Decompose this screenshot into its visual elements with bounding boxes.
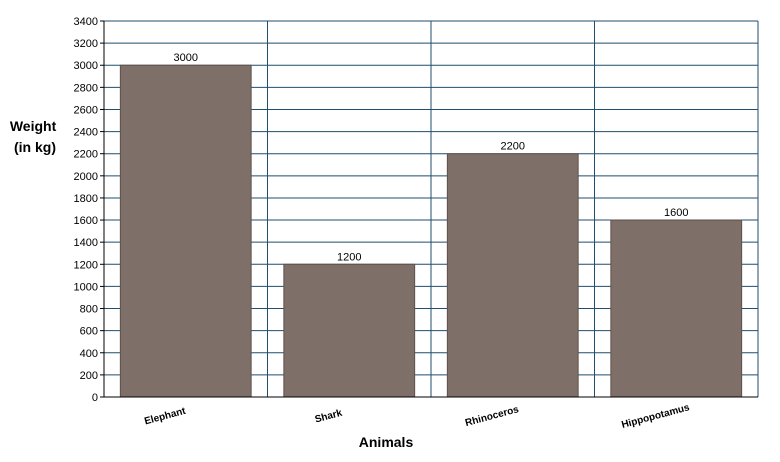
y-tick-label: 2000 bbox=[74, 171, 98, 183]
y-tick-label: 0 bbox=[92, 392, 98, 404]
bar-rhinoceros bbox=[446, 153, 579, 398]
bar-elephant bbox=[119, 64, 252, 398]
y-tick-label: 1000 bbox=[74, 281, 98, 293]
bars-layer bbox=[119, 64, 743, 398]
y-tick-label: 1400 bbox=[74, 237, 98, 249]
y-axis-title: Weight (in kg) bbox=[10, 118, 60, 155]
y-tick-label: 2400 bbox=[74, 127, 98, 139]
x-tick-label-shark: Shark bbox=[314, 408, 344, 426]
x-tick-label-elephant: Elephant bbox=[143, 406, 187, 428]
y-tick-label: 2800 bbox=[74, 82, 98, 94]
y-tick-label: 3200 bbox=[74, 38, 98, 50]
y-tick-label: 800 bbox=[80, 304, 98, 316]
y-tick-label: 200 bbox=[80, 370, 98, 382]
data-label-elephant: 3000 bbox=[174, 52, 198, 64]
y-axis-title-line-2: (in kg) bbox=[14, 139, 56, 155]
data-label-rhinoceros: 2200 bbox=[501, 141, 525, 153]
y-tick-label: 2600 bbox=[74, 104, 98, 116]
x-axis-title: Animals bbox=[359, 434, 414, 450]
y-tick-label: 2200 bbox=[74, 149, 98, 161]
y-tick-label: 1600 bbox=[74, 215, 98, 227]
data-label-hippopotamus: 1600 bbox=[664, 207, 688, 219]
bar-shark bbox=[283, 263, 416, 398]
y-tick-label: 1200 bbox=[74, 259, 98, 271]
y-tick-label: 3400 bbox=[74, 16, 98, 28]
x-tick-label-rhinoceros: Rhinoceros bbox=[464, 404, 520, 429]
y-tick-label: 3000 bbox=[74, 60, 98, 72]
axis-layer bbox=[100, 20, 758, 398]
y-tick-label: 600 bbox=[80, 326, 98, 338]
x-tick-label-hippopotamus: Hippopotamus bbox=[620, 402, 691, 431]
y-tick-label: 400 bbox=[80, 348, 98, 360]
data-label-shark: 1200 bbox=[337, 251, 361, 263]
bar-hippopotamus bbox=[610, 219, 743, 398]
y-tick-label: 1800 bbox=[74, 193, 98, 205]
y-axis-title-line-1: Weight bbox=[10, 118, 57, 134]
